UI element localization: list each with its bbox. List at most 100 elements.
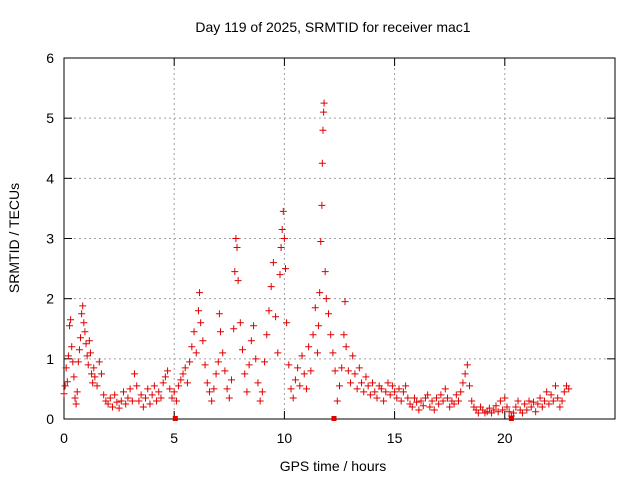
x-tick-label-0: 0 — [60, 430, 68, 446]
data-point — [186, 358, 194, 366]
data-point — [402, 382, 410, 390]
data-point — [366, 391, 374, 399]
data-point — [410, 394, 418, 402]
y-tick-label-2: 2 — [46, 291, 54, 307]
data-point — [492, 402, 500, 410]
data-point — [450, 400, 458, 408]
x-tick-label-10: 10 — [277, 430, 293, 446]
data-point — [525, 397, 533, 405]
data-point — [518, 409, 526, 417]
data-point — [120, 388, 128, 396]
data-point — [485, 404, 493, 412]
y-tick-label-0: 0 — [46, 411, 54, 427]
data-point — [430, 406, 438, 414]
data-point — [252, 355, 260, 363]
data-point — [321, 268, 329, 276]
data-point — [455, 397, 463, 405]
data-point — [536, 394, 544, 402]
data-point — [316, 289, 324, 297]
data-point — [250, 322, 258, 330]
data-point — [452, 391, 460, 399]
data-point — [236, 319, 244, 327]
data-point — [68, 343, 76, 351]
data-point — [391, 388, 399, 396]
data-point — [100, 391, 108, 399]
data-point — [67, 316, 75, 324]
data-point — [311, 304, 319, 312]
data-point — [71, 394, 79, 402]
data-point — [81, 328, 89, 336]
data-point — [435, 400, 443, 408]
data-point — [377, 385, 385, 393]
data-point — [432, 394, 440, 402]
data-point — [199, 337, 207, 345]
data-point — [282, 265, 290, 273]
data-point — [234, 277, 242, 285]
data-point — [558, 397, 566, 405]
y-tick-label-6: 6 — [46, 50, 54, 66]
data-point — [466, 382, 474, 390]
data-point — [75, 346, 83, 354]
data-point — [277, 244, 285, 252]
data-point — [89, 379, 97, 387]
data-point — [483, 408, 491, 416]
data-point — [272, 313, 280, 321]
data-point — [70, 373, 78, 381]
data-point — [159, 379, 167, 387]
data-point — [413, 398, 421, 406]
data-point — [424, 391, 432, 399]
data-point — [324, 310, 332, 318]
data-point — [534, 400, 542, 408]
data-point — [329, 349, 337, 357]
data-point — [362, 373, 370, 381]
data-point — [322, 295, 330, 303]
data-point — [556, 403, 564, 411]
data-point — [351, 370, 359, 378]
data-point — [514, 397, 522, 405]
data-point — [203, 379, 211, 387]
data-point — [501, 394, 509, 402]
data-point — [85, 337, 93, 345]
data-point — [80, 319, 88, 327]
data-point — [496, 397, 504, 405]
data-point — [126, 385, 134, 393]
data-point — [428, 397, 436, 405]
data-point — [205, 388, 213, 396]
data-point — [371, 388, 379, 396]
data-point — [215, 310, 223, 318]
x-tick-labels: 0 5 10 15 20 — [60, 430, 513, 446]
x-tick-label-15: 15 — [387, 430, 403, 446]
data-point — [192, 349, 200, 357]
data-point — [214, 358, 222, 366]
data-point — [241, 370, 249, 378]
data-point — [538, 403, 546, 411]
data-point — [505, 408, 513, 416]
data-point — [283, 319, 291, 327]
data-point — [223, 385, 231, 393]
zero-marker — [508, 416, 514, 421]
data-point — [554, 394, 562, 402]
data-point — [417, 397, 425, 405]
data-point — [243, 388, 251, 396]
data-point — [225, 394, 233, 402]
data-point — [247, 337, 255, 345]
data-point — [318, 201, 326, 209]
data-point — [461, 370, 469, 378]
data-point — [124, 394, 132, 402]
data-point — [232, 235, 240, 242]
data-point — [239, 346, 247, 354]
data-point — [74, 358, 82, 366]
data-point — [333, 397, 341, 405]
data-point — [446, 403, 454, 411]
data-point — [373, 394, 381, 402]
data-point — [95, 358, 103, 366]
data-point — [172, 397, 180, 405]
data-point — [551, 382, 559, 390]
data-point — [269, 259, 277, 267]
data-point — [331, 367, 339, 375]
chart-title: Day 119 of 2025, SRMTID for receiver mac… — [195, 19, 470, 35]
zero-marker — [172, 416, 178, 421]
data-point — [66, 322, 74, 330]
data-point — [545, 400, 553, 408]
